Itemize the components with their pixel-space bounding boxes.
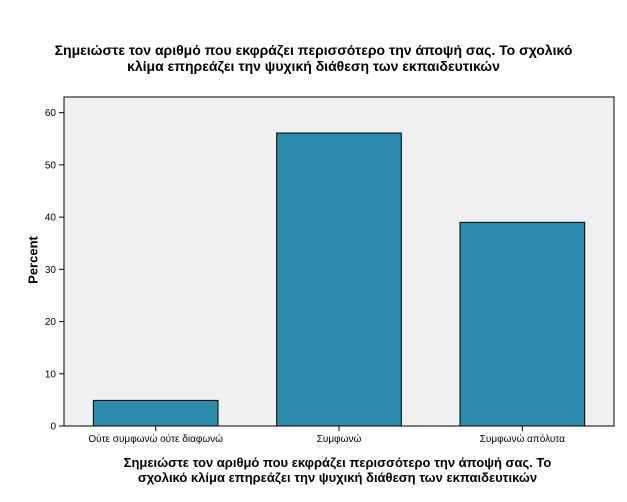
x-tick-label: Συμφωνώ απόλυτα — [480, 433, 565, 445]
y-tick-label: 40 — [45, 213, 57, 224]
chart-title: Σημειώστε τον αριθμό που εκφράζει περισσ… — [0, 42, 627, 74]
y-axis: 0 10 20 30 40 50 60 — [45, 108, 64, 433]
x-axis-label: Σημειώστε τον αριθμό που εκφράζει περισσ… — [60, 455, 615, 485]
y-tick-label: 60 — [45, 108, 57, 119]
bars — [92, 132, 586, 427]
y-tick-label: 30 — [45, 265, 57, 276]
x-tick-label: Ούτε συμφωνώ ούτε διαφωνώ — [88, 433, 223, 445]
x-axis-label-line-2: σχολικό κλίμα επηρεάζει την ψυχική διάθε… — [137, 470, 538, 485]
chart-title-line-2: κλίμα επηρεάζει την ψυχική διάθεση των ε… — [127, 58, 500, 74]
x-tick-label: Συμφωνώ — [317, 433, 362, 445]
y-tick-label: 10 — [45, 369, 57, 380]
y-tick-label: 50 — [45, 160, 57, 171]
x-axis-label-line-1: Σημειώστε τον αριθμό που εκφράζει περισσ… — [123, 455, 552, 470]
x-axis: Ούτε συμφωνώ ούτε διαφωνώ Συμφωνώ Συμφωνώ … — [88, 426, 565, 445]
y-tick-label: 0 — [50, 422, 56, 433]
bar — [92, 399, 219, 427]
y-tick-label: 20 — [45, 317, 57, 328]
chart-title-line-1: Σημειώστε τον αριθμό που εκφράζει περισσ… — [54, 42, 573, 58]
bar — [276, 132, 402, 427]
y-axis-label: Percent — [25, 236, 41, 284]
bar — [459, 221, 586, 427]
